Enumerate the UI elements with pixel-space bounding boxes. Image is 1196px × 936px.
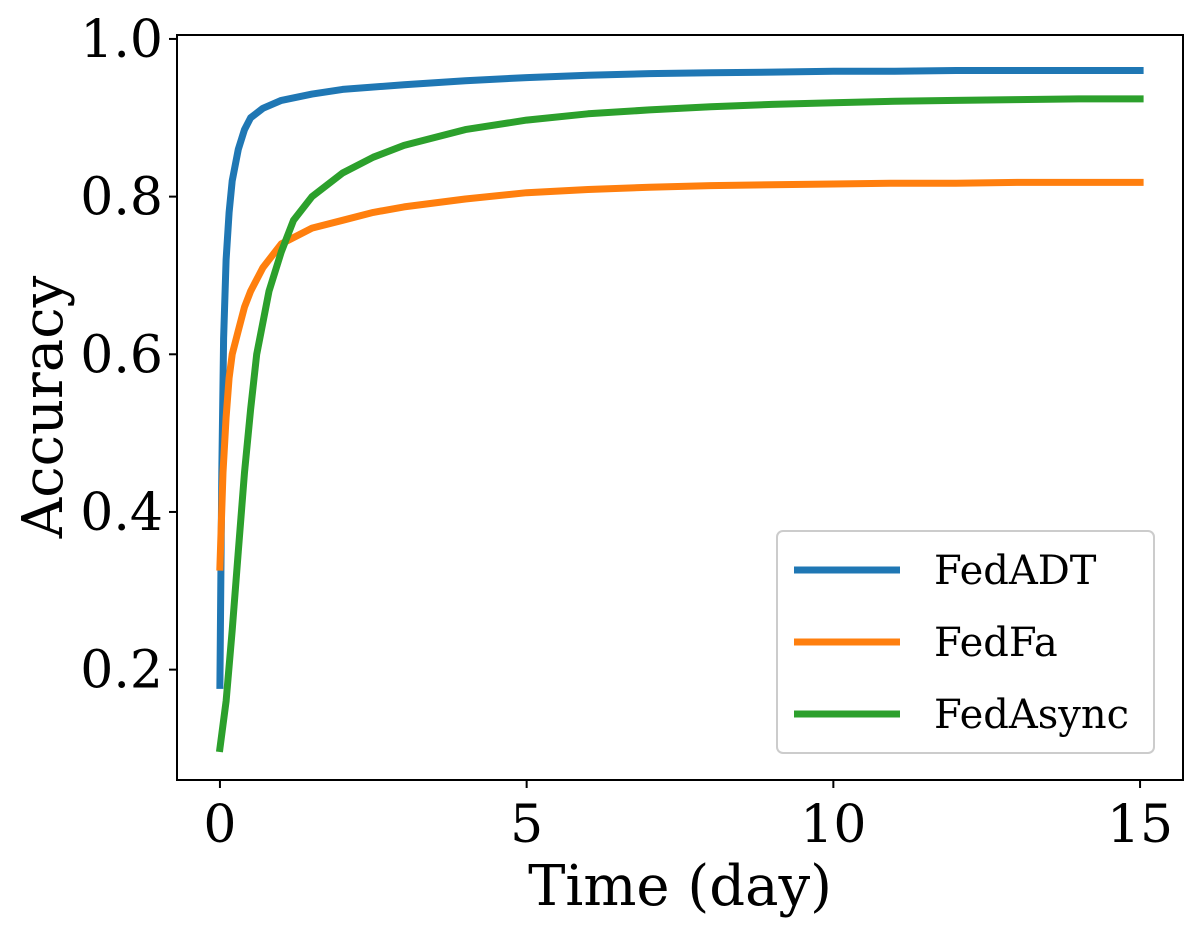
y-tick-label: 0.8 (80, 168, 163, 228)
legend-label-fedasync: FedAsync (934, 692, 1129, 738)
y-tick-label: 0.4 (80, 483, 163, 543)
series-layer (215, 67, 1144, 753)
series-line-fedfa (216, 178, 1144, 571)
x-axis-ticks: 0 5 10 15 (203, 780, 1173, 855)
legend: FedADT FedFa FedAsync (776, 530, 1155, 754)
y-tick-label: 1.0 (80, 10, 163, 70)
legend-box (776, 530, 1155, 754)
x-tick-label: 5 (510, 795, 543, 855)
legend-label-fedfa: FedFa (934, 620, 1058, 666)
series-line-fedasync (215, 95, 1144, 753)
y-tick-label: 0.2 (80, 641, 163, 701)
x-axis-title: Time (day) (528, 854, 832, 919)
x-tick-label: 0 (203, 795, 236, 855)
y-tick-label: 0.6 (80, 325, 163, 385)
x-tick-label: 10 (800, 795, 866, 855)
y-axis-title: Accuracy (11, 275, 76, 539)
plot-frame (176, 34, 1184, 781)
series-line-fedadt (216, 67, 1144, 689)
x-tick-label: 15 (1107, 795, 1173, 855)
y-axis-ticks: 0.2 0.4 0.6 0.8 1.0 (80, 10, 177, 701)
legend-label-fedadt: FedADT (934, 548, 1097, 594)
